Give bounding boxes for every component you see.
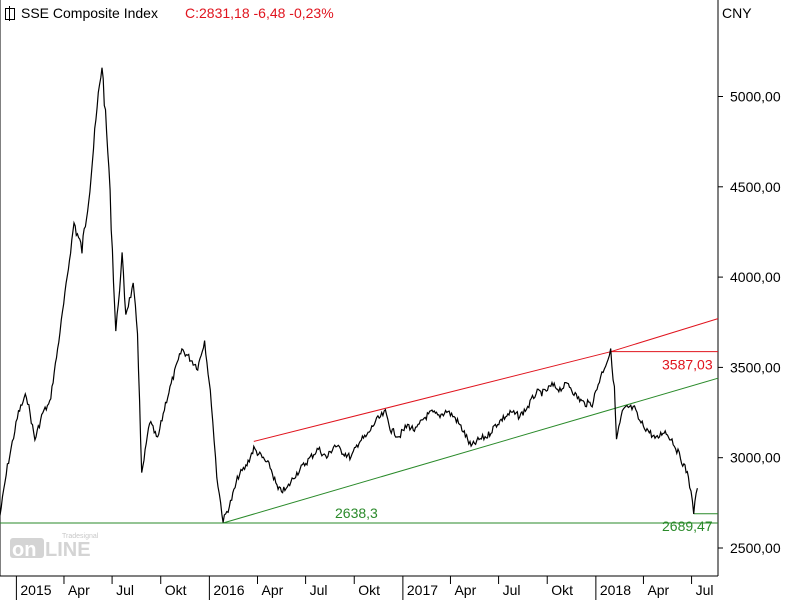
y-tick-label: 2500,00: [730, 540, 781, 556]
currency-label: CNY: [722, 5, 752, 21]
x-tick-label: 2018: [600, 582, 631, 598]
x-tick-label: Jul: [116, 582, 134, 598]
x-tick-label: Okt: [358, 582, 380, 598]
y-tick-label: 4500,00: [730, 179, 781, 195]
watermark-logo: Tradesignal: [62, 533, 99, 540]
x-tick-label: Jul: [503, 582, 521, 598]
y-tick-label: 4000,00: [730, 269, 781, 285]
x-tick-label: Apr: [647, 582, 669, 598]
x-tick-label: 2015: [20, 582, 51, 598]
quote-readout: C:2831,18 -6,48 -0,23%: [185, 5, 334, 21]
y-tick-label: 3500,00: [730, 359, 781, 375]
x-tick-label: 2016: [213, 582, 244, 598]
support-trendline: [222, 377, 719, 524]
level-label: 2638,3: [335, 505, 378, 521]
x-tick-label: Jul: [310, 582, 328, 598]
x-tick-label: Apr: [68, 582, 90, 598]
watermark-logo: [10, 538, 44, 558]
y-tick-label: 3000,00: [730, 450, 781, 466]
watermark-logo: LINE: [45, 539, 91, 561]
resistance-trendline: [253, 318, 719, 442]
price-series-line: [0, 67, 698, 523]
x-tick-label: 2017: [407, 582, 438, 598]
level-label: 2689,47: [662, 518, 713, 534]
x-tick-label: Apr: [454, 582, 476, 598]
x-tick-label: Apr: [261, 582, 283, 598]
y-tick-label: 5000,00: [730, 89, 781, 105]
chart-title: SSE Composite Index: [21, 5, 158, 21]
level-label: 3587,03: [662, 357, 713, 373]
x-tick-label: Okt: [165, 582, 187, 598]
x-tick-label: Jul: [696, 582, 714, 598]
checkbox-icon[interactable]: [5, 6, 15, 21]
x-tick-label: Okt: [551, 582, 573, 598]
watermark-logo: on: [12, 539, 36, 561]
